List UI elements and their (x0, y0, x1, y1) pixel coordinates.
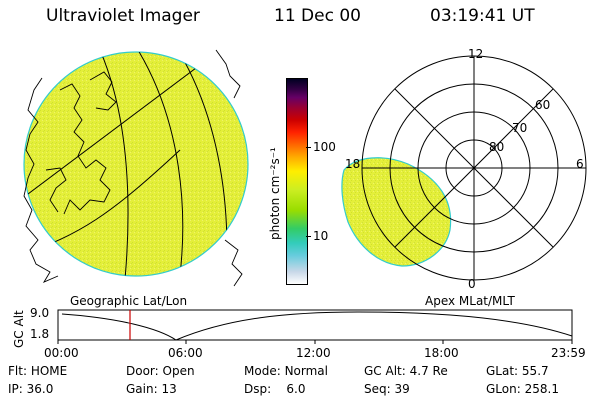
uv-disk (23, 51, 249, 277)
altitude-xtick-2359: 23:59 (551, 346, 586, 360)
lat-label-60: 60 (535, 98, 551, 112)
info-flt: Flt: HOME (8, 364, 68, 378)
altitude-xtick-1800: 18:00 (424, 346, 459, 360)
altitude-plot (57, 309, 573, 344)
altitude-ytick-top: 9.0 (30, 306, 50, 320)
mlt-label-12: 12 (468, 47, 484, 61)
colorbar-tick (306, 147, 311, 148)
altitude-xtick-1200: 12:00 (296, 346, 331, 360)
altitude-ylabel: GC Alt (12, 310, 26, 348)
info-door: Door: Open (126, 364, 195, 378)
mlt-label-0: 0 (468, 277, 476, 291)
polar-plot (341, 55, 587, 281)
info-gain: Gain: 13 (126, 382, 177, 396)
meridian-line (99, 52, 129, 276)
mlt-label-18: 18 (345, 157, 361, 171)
info-dsp: Dsp: 6.0 (244, 382, 306, 396)
aurora-region (341, 157, 452, 267)
colorbar (286, 78, 308, 285)
geographic-caption: Geographic Lat/Lon (70, 294, 188, 308)
mlt-label-6: 6 (576, 157, 584, 171)
colorbar-unit-label: photon cm⁻²s⁻¹ (268, 147, 282, 240)
altitude-ytick-bottom: 1.8 (30, 327, 50, 341)
colorbar-tick (306, 236, 311, 237)
altitude-curve (61, 311, 573, 341)
colorbar-tick-100: 100 (313, 140, 336, 154)
meridian-line (137, 52, 184, 276)
lat-label-80: 80 (489, 140, 505, 154)
info-glat: GLat: 55.7 (486, 364, 549, 378)
coastline (23, 49, 243, 287)
polar-caption: Apex MLat/MLT (425, 294, 515, 308)
geographic-map (23, 49, 249, 287)
info-mode: Mode: Normal (244, 364, 328, 378)
lat-label-70: 70 (512, 121, 528, 135)
date-label: 11 Dec 00 (274, 6, 361, 26)
info-gc-alt: GC Alt: 4.7 Re (364, 364, 448, 378)
altitude-xtick-0000: 00:00 (44, 346, 79, 360)
mlt-line (394, 88, 554, 248)
altitude-xtick-0600: 06:00 (168, 346, 203, 360)
info-ip: IP: 36.0 (8, 382, 54, 396)
time-label: 03:19:41 UT (430, 6, 535, 26)
instrument-title: Ultraviolet Imager (46, 6, 200, 26)
info-glon: GLon: 258.1 (486, 382, 559, 396)
colorbar-tick-10: 10 (313, 229, 329, 243)
info-seq: Seq: 39 (364, 382, 410, 396)
latitude-line (24, 52, 221, 201)
